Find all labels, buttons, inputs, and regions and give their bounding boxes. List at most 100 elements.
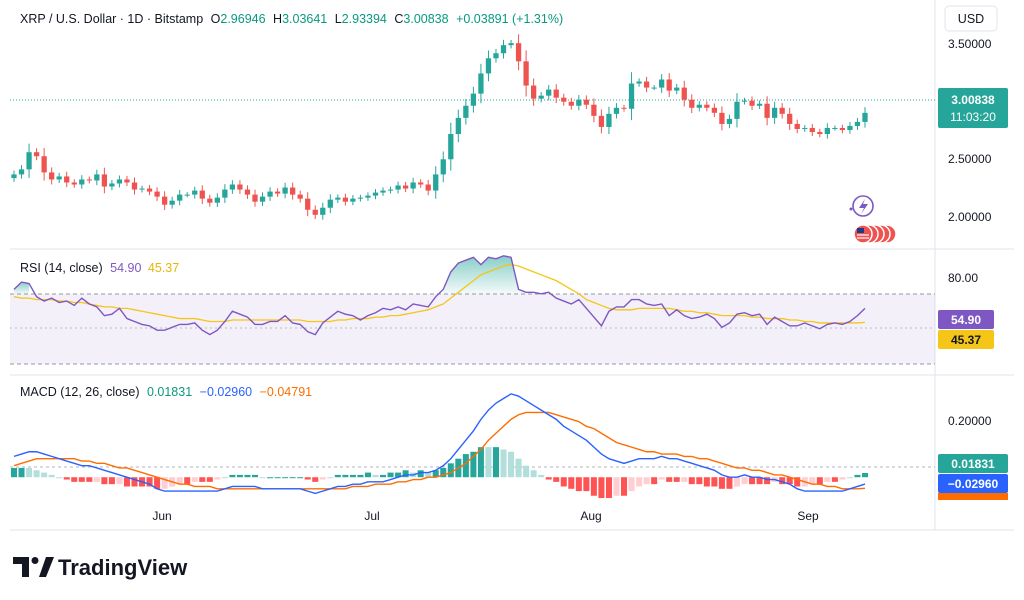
candle-body: [109, 183, 115, 187]
macd-histogram-bar: [628, 477, 635, 492]
currency-button[interactable]: [944, 5, 998, 32]
candle: [741, 97, 748, 105]
chart-legend: XRP / U.S. Dollar · 1D · Bitstamp O2.969…: [20, 12, 563, 26]
macd-histogram-bar: [764, 477, 771, 485]
macd-histogram-bar: [861, 472, 869, 478]
candle-body: [222, 189, 228, 198]
candle-body: [11, 174, 17, 179]
candle-body: [94, 174, 100, 181]
candle-body: [764, 103, 770, 118]
candle: [64, 171, 70, 188]
rsi-value-tag-text: 54.90: [951, 313, 981, 327]
candle: [11, 170, 17, 182]
macd-histogram-bar: [816, 477, 823, 485]
candle: [756, 100, 763, 109]
candle: [448, 122, 454, 171]
candle-body: [463, 105, 469, 118]
candle-body: [418, 182, 424, 185]
candle: [395, 181, 401, 194]
candle-body: [636, 81, 642, 84]
currency-label: USD: [958, 12, 984, 26]
candle: [116, 175, 123, 188]
candle-body: [741, 100, 748, 102]
macd-histogram-bar: [605, 477, 612, 499]
candle: [719, 106, 725, 131]
candle-body: [621, 107, 627, 109]
candle: [229, 180, 236, 194]
candle: [387, 186, 394, 194]
macd-histogram-bar: [312, 477, 319, 482]
time-axis-tick: Sep: [797, 509, 819, 523]
candle-body: [598, 115, 605, 127]
candle: [598, 109, 605, 134]
rsi-title: RSI (14, close): [20, 261, 103, 275]
candle-body: [787, 113, 793, 124]
macd-histogram-bar: [545, 477, 552, 480]
price-axis-tick: 2.50000: [948, 152, 992, 166]
candle-body: [470, 93, 477, 106]
candle: [139, 185, 145, 193]
candle-body: [86, 179, 92, 181]
macd-histogram-bar: [63, 477, 70, 480]
candle-body: [771, 107, 778, 118]
candle-body: [274, 191, 281, 194]
rsi-value-legend: 54.90: [110, 261, 141, 275]
candle: [568, 97, 574, 110]
candle: [297, 190, 303, 203]
macd-histogram-bar: [749, 477, 756, 485]
candle-body: [606, 113, 612, 127]
macd-histogram-bar: [402, 470, 409, 478]
macd-histogram-bar: [18, 467, 25, 478]
candle: [184, 192, 190, 198]
candle: [455, 109, 461, 143]
candle-body: [583, 99, 589, 105]
macd-histogram-bar: [711, 477, 718, 487]
rsi-overbought-fill: [14, 255, 549, 294]
candle-body: [214, 197, 220, 203]
macd-histogram-bar: [779, 477, 786, 485]
candle-body: [380, 190, 386, 193]
candle-body: [312, 209, 318, 215]
candle-body: [342, 197, 348, 202]
close-label: C: [394, 12, 403, 26]
macd-histogram-bar: [282, 477, 289, 479]
candle: [854, 117, 861, 130]
candle: [674, 83, 680, 95]
candle-body: [817, 132, 823, 135]
macd-histogram-bar: [485, 447, 492, 478]
macd-histogram-bar: [123, 477, 130, 487]
economic-events-flag-icon[interactable]: [853, 224, 897, 244]
macd-histogram-bar: [462, 454, 469, 478]
candle: [824, 123, 830, 139]
candle: [726, 114, 733, 129]
candle-body: [546, 89, 552, 96]
macd-line-tag: [938, 474, 1008, 493]
candle: [33, 148, 40, 161]
candle: [711, 103, 718, 118]
candle-body: [591, 104, 597, 116]
candle: [380, 187, 386, 196]
candle: [463, 98, 469, 125]
lightning-icon[interactable]: [849, 195, 874, 217]
macd-histogram-bar: [342, 474, 349, 478]
candle: [320, 202, 326, 220]
macd-histogram-bar: [515, 458, 522, 478]
candle-body: [320, 207, 326, 215]
candle: [131, 177, 138, 195]
macd-histogram-bar: [244, 474, 251, 478]
candle-body: [696, 104, 702, 108]
candle-body: [365, 195, 371, 198]
macd-histogram-bar: [756, 477, 763, 485]
candle-body: [244, 189, 251, 195]
macd-title: MACD (12, 26, close): [20, 385, 139, 399]
low-label: L: [335, 12, 342, 26]
candle-body: [139, 188, 145, 190]
macd-histogram-bar: [658, 477, 665, 480]
candle-body: [561, 97, 567, 102]
candle-body: [64, 176, 70, 183]
macd-signal-tag: [938, 493, 1008, 500]
macd-histogram-bar: [839, 477, 846, 480]
high-label: H: [273, 12, 282, 26]
macd-histogram-bar: [553, 477, 560, 482]
candle-body: [18, 169, 25, 175]
